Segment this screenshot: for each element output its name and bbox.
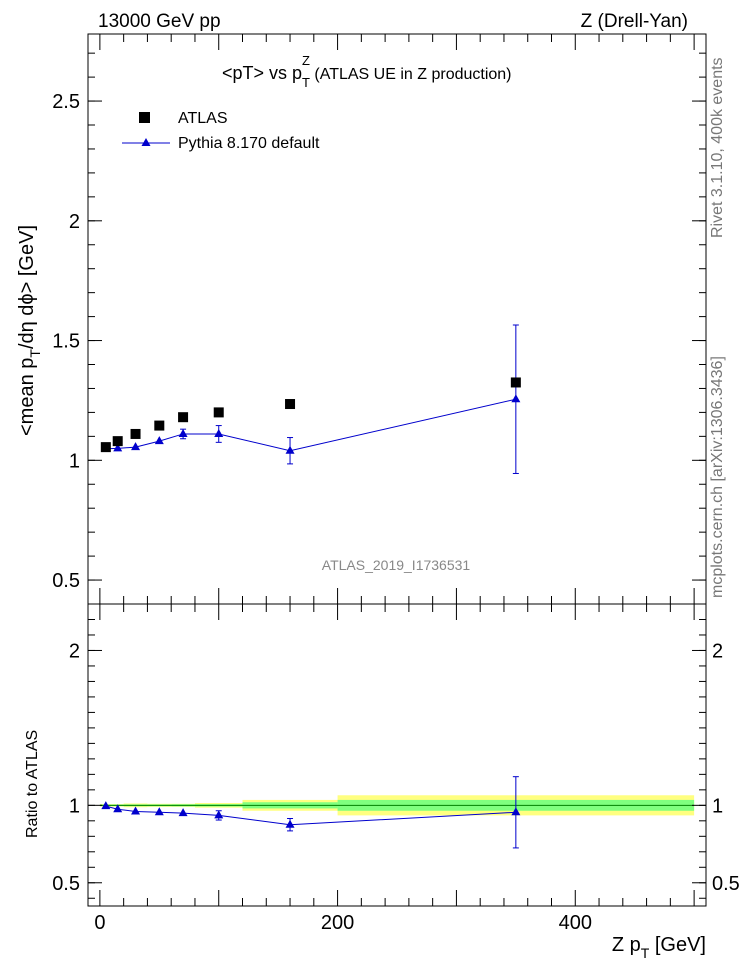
ratio-y-tick-label-right: 1 (712, 795, 723, 817)
ratio-plot-area (99, 776, 695, 849)
main-ylabel-b: /dη dϕ> [GeV] (16, 225, 38, 349)
main-ylabel-a: <mean p (16, 358, 38, 436)
ratio-y-tick-label: 1 (69, 795, 80, 817)
x-tick-label: 400 (559, 912, 592, 934)
main-y-tick-label: 0.5 (52, 570, 80, 592)
plot-title-pre: <pT> vs p (222, 63, 302, 83)
ratio-pythia-point (285, 819, 295, 828)
process-label: Z (Drell-Yan) (581, 11, 688, 32)
ratio-pythia-point (131, 806, 141, 815)
main-plot-area (99, 34, 695, 604)
ratio-y-tick-label-right: 2 (712, 640, 723, 662)
ratio-y-ticks: 0.5 0.5 1 1 2 2 (52, 618, 740, 899)
main-y-tick-label: 1 (69, 450, 80, 472)
atlas-point (130, 428, 141, 439)
legend-label-pythia: Pythia 8.170 default (178, 135, 320, 152)
atlas-point (285, 399, 296, 410)
atlas-point (154, 420, 165, 431)
pythia-point (178, 428, 188, 437)
analysis-watermark: ATLAS_2019_I1736531 (322, 557, 471, 573)
pythia-point (214, 428, 224, 437)
ratio-y-tick-label: 2 (69, 640, 80, 662)
plot-title-sup: Z (302, 53, 310, 68)
atlas-point (510, 377, 521, 388)
mcplots-label: mcplots.cern.ch [arXiv:1306.3436] (709, 356, 726, 598)
legend: ATLAS Pythia 8.170 default (122, 110, 320, 152)
rivet-version-label: Rivet 3.1.10, 400k events (709, 57, 726, 238)
pythia-point (511, 394, 521, 403)
ratio-plot-frame (87, 603, 707, 907)
xlabel: Z pT [GeV] (612, 934, 706, 961)
ratio-ylabel: Ratio to ATLAS (24, 730, 41, 838)
x-ticks: 0 200 400 (94, 604, 695, 934)
ratio-pythia-point (154, 807, 164, 816)
pythia-point (154, 436, 164, 445)
atlas-point (112, 436, 123, 447)
legend-marker-atlas (139, 112, 150, 123)
xlabel-b: [GeV] (649, 934, 706, 956)
legend-label-atlas: ATLAS (178, 110, 228, 127)
main-ylabel-sub: T (27, 349, 43, 358)
atlas-point (178, 412, 189, 423)
atlas-point (213, 407, 224, 418)
x-tick-label: 200 (321, 912, 354, 934)
ratio-panel: Ratio to ATLAS 0.5 0.5 1 1 2 2 0 200 400 Z pT [… (24, 603, 740, 961)
ratio-pythia-point (214, 810, 224, 819)
pythia-point (113, 443, 123, 452)
plot-title: <pT> vs pZ T (ATLAS UE in Z production) (222, 53, 512, 90)
xlabel-sub: T (641, 945, 650, 961)
ratio-y-tick-label: 0.5 (52, 873, 80, 895)
main-y-tick-label: 2 (69, 211, 80, 233)
pythia-line (105, 398, 516, 452)
ratio-pythia-point (511, 807, 521, 816)
main-panel: <pT> vs pZ T (ATLAS UE in Z production) <… (16, 33, 707, 605)
ratio-pythia-point (101, 801, 111, 810)
energy-label: 13000 GeV pp (98, 11, 221, 32)
main-ylabel: <mean pT/dη dϕ> [GeV] (16, 225, 43, 436)
pythia-point (285, 445, 295, 454)
main-y-tick-label: 1.5 (52, 331, 80, 353)
x-tick-label: 0 (94, 912, 105, 934)
main-y-tick-label: 2.5 (52, 91, 80, 113)
xlabel-a: Z p (612, 934, 641, 956)
ratio-pythia-point (113, 804, 123, 813)
plot-title-sub: T (302, 75, 310, 90)
legend-marker-pythia (141, 138, 151, 146)
main-y-ticks: 0.5 1 1.5 2 2.5 (52, 52, 706, 592)
ratio-pythia-point (178, 808, 188, 817)
ratio-y-tick-label-right: 0.5 (712, 873, 740, 895)
atlas-point (100, 442, 111, 453)
pythia-point (131, 442, 141, 451)
plot-title-post: (ATLAS UE in Z production) (310, 66, 512, 83)
